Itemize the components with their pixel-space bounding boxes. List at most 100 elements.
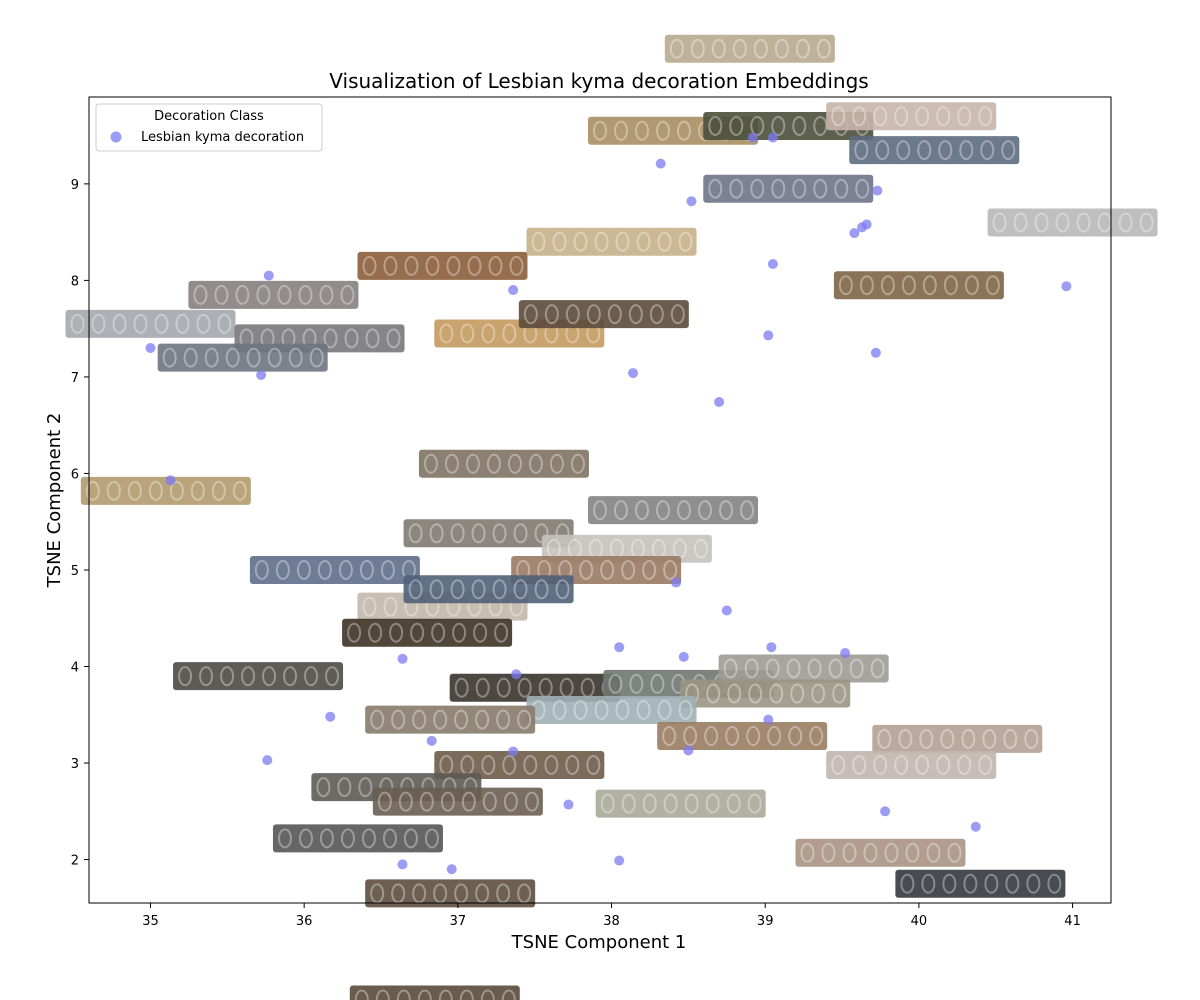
thumbnail-ornament xyxy=(431,622,446,643)
thumbnail-ornament xyxy=(475,677,490,698)
y-tick-label: 9 xyxy=(71,178,79,193)
thumbnail-ornament xyxy=(169,480,184,501)
thumbnail-ornament xyxy=(834,178,849,199)
data-point xyxy=(683,745,694,756)
thumbnail-ornament xyxy=(382,828,397,849)
x-tick-label: 36 xyxy=(296,914,313,929)
x-tick-label: 41 xyxy=(1064,914,1081,929)
thumbnail-ornament xyxy=(298,284,313,305)
thumbnail-ornament xyxy=(454,677,469,698)
thumbnail-ornament xyxy=(811,683,826,704)
thumbnail-image xyxy=(526,695,697,724)
data-point xyxy=(872,185,883,196)
thumbnail-ornament xyxy=(386,328,401,349)
y-axis-label: TSNE Component 2 xyxy=(44,413,65,589)
data-point xyxy=(970,821,981,832)
thumbnail-ornament xyxy=(747,793,762,814)
thumbnail-ornament xyxy=(220,666,235,687)
thumbnail-fragment xyxy=(342,618,513,647)
thumbnail-fragment xyxy=(249,555,420,584)
thumbnail-ornament xyxy=(877,728,892,749)
data-point xyxy=(678,651,689,662)
thumbnail-ornament xyxy=(450,523,465,544)
thumbnail-ornament xyxy=(792,178,807,199)
thumbnail-ornament xyxy=(600,793,615,814)
data-point xyxy=(397,859,408,870)
thumbnail-fragment xyxy=(526,695,697,724)
thumbnail-ornament xyxy=(769,683,784,704)
thumbnail-ornament xyxy=(534,523,549,544)
thumbnail-image xyxy=(173,662,344,691)
thumbnail-ornament xyxy=(398,791,413,812)
thumbnail-ornament xyxy=(340,284,355,305)
thumbnail-fragment xyxy=(272,824,443,853)
thumbnail-ornament xyxy=(880,275,895,296)
thumbnail-ornament xyxy=(389,622,404,643)
thumbnail-fragment xyxy=(872,724,1043,753)
thumbnail-ornament xyxy=(175,313,190,334)
thumbnail-ornament xyxy=(750,115,765,136)
thumbnail-ornament xyxy=(917,140,932,161)
thumbnail-fragment xyxy=(795,838,966,867)
thumbnail-ornament xyxy=(792,115,807,136)
thumbnail-ornament xyxy=(475,709,490,730)
data-point xyxy=(686,196,697,207)
thumbnail-ornament xyxy=(744,658,759,679)
data-point xyxy=(655,158,666,169)
data-point xyxy=(763,714,774,725)
thumbnail-ornament xyxy=(711,38,726,59)
x-tick-label: 35 xyxy=(142,914,159,929)
data-point xyxy=(511,669,522,680)
y-tick-label: 3 xyxy=(71,757,79,772)
thumbnail-image xyxy=(418,449,589,478)
thumbnail-ornament xyxy=(670,304,685,325)
thumbnail-ornament xyxy=(980,140,995,161)
thumbnail-ornament xyxy=(832,683,847,704)
thumbnail-ornament xyxy=(439,323,454,344)
thumbnail-ornament xyxy=(936,754,951,775)
thumbnail-ornament xyxy=(896,140,911,161)
thumbnail-ornament xyxy=(565,304,580,325)
thumbnail-ornament xyxy=(600,559,615,580)
thumbnail-fragment xyxy=(826,102,997,131)
thumbnail-ornament xyxy=(594,699,609,720)
thumbnail-ornament xyxy=(615,699,630,720)
thumbnail-ornament xyxy=(821,842,836,863)
data-point xyxy=(325,711,336,722)
thumbnail-ornament xyxy=(365,328,380,349)
thumbnail-ornament xyxy=(461,791,476,812)
thumbnail-fragment xyxy=(365,879,536,908)
thumbnail-ornament xyxy=(513,579,528,600)
thumbnail-ornament xyxy=(628,304,643,325)
thumbnail-ornament xyxy=(319,284,334,305)
thumbnail-ornament xyxy=(362,255,377,276)
thumbnail-image xyxy=(80,476,251,505)
thumbnail-ornament xyxy=(288,347,303,368)
thumbnail-ornament xyxy=(608,673,623,694)
thumbnail-ornament xyxy=(656,120,670,141)
thumbnail-ornament xyxy=(725,726,740,747)
data-point xyxy=(614,855,625,866)
thumbnail-image xyxy=(449,673,620,702)
thumbnail-ornament xyxy=(684,793,699,814)
data-point xyxy=(614,642,625,653)
legend-entry-label: Lesbian kyma decoration xyxy=(141,130,304,145)
thumbnail-ornament xyxy=(570,453,585,474)
thumbnail-ornament xyxy=(429,579,444,600)
thumbnail-ornament xyxy=(425,255,440,276)
thumbnail-layer xyxy=(65,34,1158,1000)
thumbnail-ornament xyxy=(947,842,962,863)
y-tick-label: 2 xyxy=(71,854,79,869)
thumbnail-ornament xyxy=(719,500,733,521)
thumbnail-ornament xyxy=(678,699,693,720)
thumbnail-image xyxy=(657,722,828,751)
thumbnail-ornament xyxy=(915,106,930,127)
thumbnail-ornament xyxy=(523,304,538,325)
thumbnail-ornament xyxy=(486,453,501,474)
thumbnail-ornament xyxy=(450,579,465,600)
thumbnail-fragment xyxy=(372,787,543,816)
thumbnail-ornament xyxy=(656,500,670,521)
thumbnail-ornament xyxy=(190,480,205,501)
thumbnail-ornament xyxy=(544,304,559,325)
thumbnail-image xyxy=(357,251,528,280)
